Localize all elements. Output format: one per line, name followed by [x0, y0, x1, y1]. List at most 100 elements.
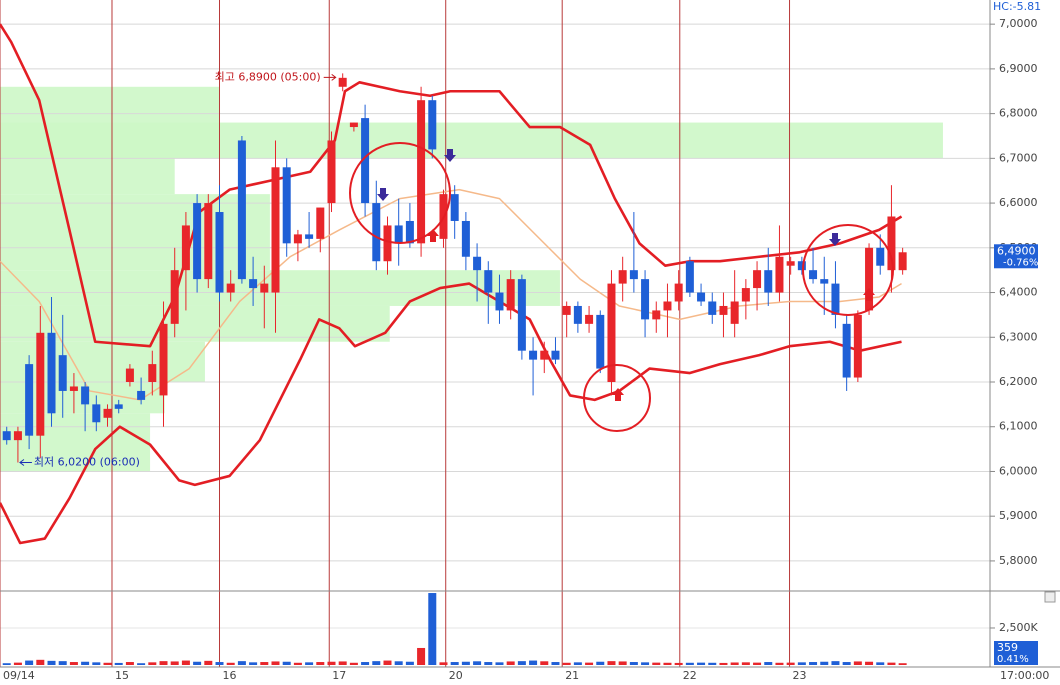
candle-body: [764, 270, 773, 293]
candle-body: [618, 270, 627, 284]
y-tick-label: 2,500K: [999, 621, 1038, 634]
volume-bar: [596, 661, 605, 665]
y-tick-label: 5,8000: [999, 554, 1038, 567]
volume-tag-label: 359: [997, 641, 1018, 654]
volume-bar: [13, 662, 22, 665]
volume-bar: [2, 663, 11, 665]
volume-bar: [809, 662, 818, 665]
volume-bar: [898, 663, 907, 665]
candle-body: [484, 270, 493, 293]
y-tick-label: 6,7000: [999, 151, 1038, 164]
volume-bar: [260, 662, 269, 665]
volume-bar: [282, 661, 291, 665]
candle-body: [81, 386, 90, 405]
volume-bar: [517, 661, 526, 665]
candle-body: [730, 301, 739, 324]
signal-arrows: [377, 149, 875, 401]
band-line: [0, 23, 903, 348]
volume-bar: [405, 661, 414, 665]
volume-bar: [775, 662, 784, 665]
volume-bar: [69, 662, 78, 665]
sell-arrow: [444, 149, 456, 162]
volume-bar: [573, 662, 582, 665]
candle-body: [674, 283, 683, 302]
candle-body: [585, 314, 594, 324]
buy-arrow: [427, 229, 439, 242]
candle-body: [551, 350, 560, 360]
candle-body: [327, 140, 336, 204]
volume-bar: [607, 661, 616, 665]
volume-bar: [125, 662, 134, 665]
volume-bar: [439, 662, 448, 665]
candle-body: [428, 100, 437, 150]
sell-arrow: [829, 233, 841, 246]
y-tick-label: 6,8000: [999, 107, 1038, 120]
volume-bar: [495, 662, 504, 665]
candle-body: [853, 314, 862, 378]
volume-bar: [618, 661, 627, 665]
x-tick-label: 15: [115, 669, 129, 682]
candle-body: [215, 212, 224, 293]
candle-body: [753, 270, 762, 289]
candle-body: [562, 305, 571, 315]
volume-bar: [417, 647, 426, 665]
volume-bar: [562, 662, 571, 665]
candle-body: [573, 305, 582, 324]
candle-body: [47, 332, 56, 414]
candle-body: [305, 234, 314, 239]
volume-bar: [361, 662, 370, 665]
volume-bar: [663, 662, 672, 665]
candle-body: [394, 225, 403, 244]
volume-bar: [249, 662, 258, 665]
volume-bar: [316, 662, 325, 665]
candle-body: [316, 207, 325, 239]
volume-bar: [181, 660, 190, 665]
candle-body: [865, 247, 874, 311]
candle-body: [103, 408, 112, 418]
band-line: [0, 282, 902, 545]
candle-body: [125, 368, 134, 383]
volume-bar: [685, 662, 694, 665]
volume-bar: [394, 661, 403, 665]
volume-bar: [820, 661, 829, 665]
candle-body: [13, 431, 22, 441]
highlights: [349, 142, 894, 432]
volume-bar: [473, 661, 482, 665]
candle-body: [607, 283, 616, 383]
volume-bar: [629, 662, 638, 665]
price-tag: [994, 244, 1038, 269]
candle-body: [517, 279, 526, 351]
candle-body: [361, 118, 370, 204]
candle-body: [181, 225, 190, 271]
candle-body: [58, 355, 67, 391]
candle-body: [876, 247, 885, 266]
candle-body: [260, 283, 269, 293]
candle-body: [641, 279, 650, 320]
x-tick-label: 16: [223, 669, 237, 682]
volume-bar: [764, 662, 773, 665]
buy-arrow: [863, 288, 875, 301]
candle-body: [249, 279, 258, 289]
volume-bar: [719, 662, 728, 665]
y-tick-label: 6,3000: [999, 330, 1038, 343]
volume-zone: [0, 305, 390, 342]
candle-body: [450, 194, 459, 221]
y-tick-label: 6,4000: [999, 286, 1038, 299]
panel-button[interactable]: [1044, 591, 1056, 603]
candle-body: [652, 310, 661, 320]
volume-tag: [994, 641, 1038, 665]
volume-bar: [137, 663, 146, 665]
volume-zone: [0, 341, 205, 383]
volume-bar: [853, 661, 862, 665]
band-line: [0, 188, 902, 401]
candle-body: [193, 203, 202, 280]
candle-body: [663, 301, 672, 311]
y-tick-label: 5,9000: [999, 509, 1038, 522]
volume-bar: [237, 661, 246, 665]
volume-bar: [114, 662, 123, 665]
candle-body: [25, 364, 34, 436]
candle-body: [349, 122, 358, 128]
volume-zone: [0, 413, 151, 472]
volume-bar: [540, 661, 549, 665]
